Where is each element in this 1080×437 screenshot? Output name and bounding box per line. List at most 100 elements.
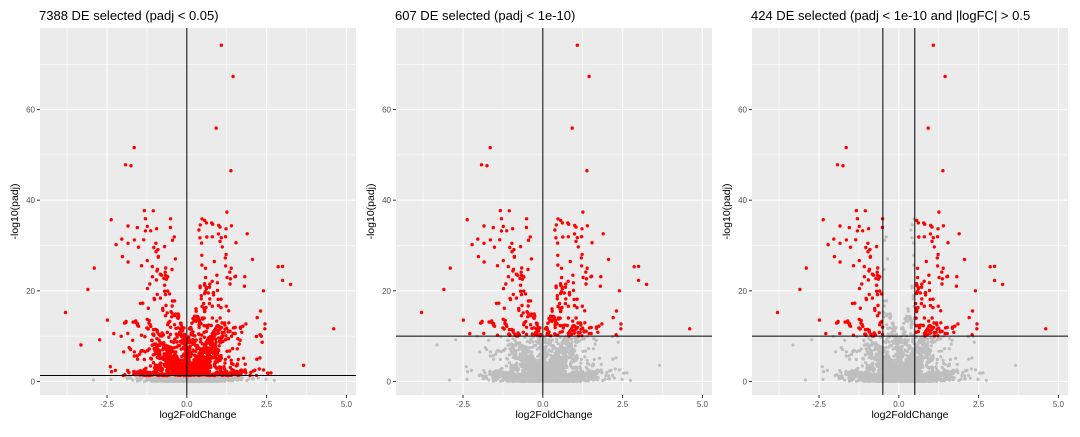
y-tick-label: 40 <box>26 196 35 205</box>
data-point-selected <box>174 257 177 260</box>
data-point-selected <box>180 329 183 332</box>
data-point-selected <box>262 368 265 371</box>
data-point-selected <box>214 355 217 358</box>
data-point-selected <box>156 293 159 296</box>
data-point-selected <box>177 344 180 347</box>
data-point-selected <box>153 366 156 369</box>
data-point-selected <box>220 331 223 334</box>
data-point-selected <box>259 309 262 312</box>
data-point-not-selected <box>506 357 509 360</box>
data-point-selected <box>146 349 149 352</box>
data-point-selected <box>179 370 182 373</box>
data-point-selected <box>221 334 224 337</box>
data-point-selected <box>205 287 208 290</box>
data-point-selected <box>134 321 137 324</box>
data-point-not-selected <box>574 344 577 347</box>
data-point-not-selected <box>240 378 243 381</box>
data-point-selected <box>209 343 212 346</box>
data-point-selected <box>126 260 129 263</box>
data-point-selected <box>262 289 265 292</box>
data-point-selected <box>98 338 101 341</box>
data-point-selected <box>217 224 220 227</box>
data-point-selected <box>140 334 143 337</box>
data-point-not-selected <box>215 377 218 380</box>
data-point-not-selected <box>229 379 232 382</box>
data-point-selected <box>192 363 195 366</box>
data-point-selected <box>205 340 208 343</box>
data-point-selected <box>215 347 218 350</box>
data-point-selected <box>216 329 219 332</box>
data-point-selected <box>161 309 164 312</box>
data-point-selected <box>173 299 176 302</box>
data-point-selected <box>170 268 173 271</box>
data-point-not-selected <box>151 377 154 380</box>
data-point-selected <box>173 337 176 340</box>
data-point-selected <box>204 306 207 309</box>
data-point-selected <box>203 362 206 365</box>
data-point-not-selected <box>92 378 95 381</box>
data-point-selected <box>121 255 124 258</box>
data-point-selected <box>143 335 146 338</box>
data-point-selected <box>188 327 191 330</box>
data-point-selected <box>219 306 222 309</box>
data-point-selected <box>212 344 215 347</box>
data-point-selected <box>227 355 230 358</box>
data-point-not-selected <box>198 380 201 383</box>
data-point-not-selected <box>174 377 177 380</box>
data-point-selected <box>217 336 220 339</box>
data-point-selected <box>199 340 202 343</box>
data-point-selected <box>200 217 203 220</box>
data-point-selected <box>163 284 166 287</box>
data-point-selected <box>258 333 261 336</box>
data-point-selected <box>220 326 223 329</box>
data-point-selected <box>213 364 216 367</box>
data-point-selected <box>281 279 284 282</box>
data-point-selected <box>207 291 210 294</box>
data-point-not-selected <box>264 378 267 381</box>
data-point-selected <box>157 354 160 357</box>
data-point-selected <box>224 256 227 259</box>
data-point-not-selected <box>594 343 597 346</box>
data-point-selected <box>206 326 209 329</box>
data-point-selected <box>203 336 206 339</box>
data-point-not-selected <box>579 362 582 365</box>
data-point-selected <box>126 224 129 227</box>
data-point-selected <box>164 304 167 307</box>
data-point-selected <box>160 274 163 277</box>
data-point-selected <box>120 237 123 240</box>
data-point-selected <box>170 312 173 315</box>
data-point-selected <box>191 338 194 341</box>
data-point-selected <box>124 163 127 166</box>
data-point-selected <box>216 298 219 301</box>
data-point-selected <box>226 330 229 333</box>
data-point-not-selected <box>488 373 491 376</box>
data-point-selected <box>166 331 169 334</box>
data-point-selected <box>225 327 228 330</box>
y-tick-label: 0 <box>31 377 36 386</box>
data-point-selected <box>106 318 109 321</box>
data-point-selected <box>218 240 221 243</box>
data-point-selected <box>152 246 155 249</box>
data-point-selected <box>243 285 246 288</box>
data-point-selected <box>234 332 237 335</box>
data-point-selected <box>238 370 241 373</box>
data-point-selected <box>229 277 232 280</box>
data-point-selected <box>171 239 174 242</box>
data-point-selected <box>200 254 203 257</box>
data-point-selected <box>216 370 219 373</box>
data-point-selected <box>263 322 266 325</box>
data-point-selected <box>235 364 238 367</box>
data-point-selected <box>219 355 222 358</box>
data-point-selected <box>157 364 160 367</box>
data-point-selected <box>166 289 169 292</box>
data-point-selected <box>164 314 167 317</box>
data-point-selected <box>208 286 211 289</box>
data-point-selected <box>263 327 266 330</box>
data-point-selected <box>227 309 230 312</box>
data-point-selected <box>332 327 335 330</box>
x-tick-label: 5.0 <box>341 400 353 409</box>
data-point-selected <box>218 344 221 347</box>
data-point-selected <box>200 241 203 244</box>
